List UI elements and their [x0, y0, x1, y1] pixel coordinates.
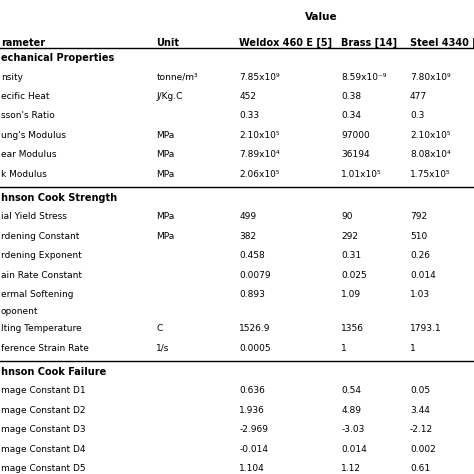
Text: 0.002: 0.002 [410, 445, 436, 454]
Text: Steel 4340 [: Steel 4340 [ [410, 38, 474, 48]
Text: MPa: MPa [156, 212, 175, 221]
Text: 1.104: 1.104 [239, 464, 265, 473]
Text: J/Kg.C: J/Kg.C [156, 92, 183, 101]
Text: 7.80x10⁹: 7.80x10⁹ [410, 73, 451, 82]
Text: 1356: 1356 [341, 324, 365, 333]
Text: Value: Value [305, 12, 337, 22]
Text: 292: 292 [341, 232, 358, 241]
Text: -2.12: -2.12 [410, 425, 433, 434]
Text: mage Constant D1: mage Constant D1 [1, 386, 86, 395]
Text: MPa: MPa [156, 170, 175, 179]
Text: sson's Ratio: sson's Ratio [1, 111, 55, 120]
Text: ear Modulus: ear Modulus [1, 150, 56, 159]
Text: 97000: 97000 [341, 131, 370, 140]
Text: Brass [14]: Brass [14] [341, 38, 397, 48]
Text: C: C [156, 324, 163, 333]
Text: 0.014: 0.014 [341, 445, 367, 454]
Text: mage Constant D3: mage Constant D3 [1, 425, 86, 434]
Text: 0.0005: 0.0005 [239, 344, 271, 353]
Text: 2.10x10⁵: 2.10x10⁵ [239, 131, 280, 140]
Text: 0.458: 0.458 [239, 251, 265, 260]
Text: 36194: 36194 [341, 150, 370, 159]
Text: ung's Modulus: ung's Modulus [1, 131, 66, 140]
Text: rameter: rameter [1, 38, 45, 48]
Text: 3.44: 3.44 [410, 406, 430, 415]
Text: 0.54: 0.54 [341, 386, 361, 395]
Text: nsity: nsity [1, 73, 23, 82]
Text: MPa: MPa [156, 131, 175, 140]
Text: 1.75x10⁵: 1.75x10⁵ [410, 170, 451, 179]
Text: 1.03: 1.03 [410, 290, 430, 299]
Text: 1.12: 1.12 [341, 464, 361, 473]
Text: 7.85x10⁹: 7.85x10⁹ [239, 73, 280, 82]
Text: -3.03: -3.03 [341, 425, 365, 434]
Text: 0.014: 0.014 [410, 271, 436, 280]
Text: 0.636: 0.636 [239, 386, 265, 395]
Text: ermal Softening: ermal Softening [1, 290, 73, 299]
Text: lting Temperature: lting Temperature [1, 324, 82, 333]
Text: 1: 1 [341, 344, 347, 353]
Text: -0.014: -0.014 [239, 445, 268, 454]
Text: 499: 499 [239, 212, 256, 221]
Text: 7.89x10⁴: 7.89x10⁴ [239, 150, 280, 159]
Text: 90: 90 [341, 212, 353, 221]
Text: 1.01x10⁵: 1.01x10⁵ [341, 170, 382, 179]
Text: 0.05: 0.05 [410, 386, 430, 395]
Text: MPa: MPa [156, 150, 175, 159]
Text: 1.09: 1.09 [341, 290, 361, 299]
Text: ial Yield Stress: ial Yield Stress [1, 212, 67, 221]
Text: mage Constant D2: mage Constant D2 [1, 406, 85, 415]
Text: 8.08x10⁴: 8.08x10⁴ [410, 150, 451, 159]
Text: 1.936: 1.936 [239, 406, 265, 415]
Text: 0.34: 0.34 [341, 111, 361, 120]
Text: -2.969: -2.969 [239, 425, 268, 434]
Text: 477: 477 [410, 92, 427, 101]
Text: 0.33: 0.33 [239, 111, 259, 120]
Text: 0.3: 0.3 [410, 111, 424, 120]
Text: 4.89: 4.89 [341, 406, 361, 415]
Text: mage Constant D5: mage Constant D5 [1, 464, 86, 473]
Text: 0.31: 0.31 [341, 251, 361, 260]
Text: 0.38: 0.38 [341, 92, 361, 101]
Text: oponent: oponent [1, 307, 38, 316]
Text: 0.025: 0.025 [341, 271, 367, 280]
Text: 1793.1: 1793.1 [410, 324, 442, 333]
Text: 452: 452 [239, 92, 256, 101]
Text: 0.893: 0.893 [239, 290, 265, 299]
Text: rdening Exponent: rdening Exponent [1, 251, 82, 260]
Text: ecific Heat: ecific Heat [1, 92, 49, 101]
Text: 8.59x10⁻⁹: 8.59x10⁻⁹ [341, 73, 387, 82]
Text: 510: 510 [410, 232, 427, 241]
Text: 382: 382 [239, 232, 256, 241]
Text: 0.61: 0.61 [410, 464, 430, 473]
Text: k Modulus: k Modulus [1, 170, 47, 179]
Text: 2.06x10⁵: 2.06x10⁵ [239, 170, 280, 179]
Text: 1/s: 1/s [156, 344, 170, 353]
Text: rdening Constant: rdening Constant [1, 232, 79, 241]
Text: ain Rate Constant: ain Rate Constant [1, 271, 82, 280]
Text: Unit: Unit [156, 38, 180, 48]
Text: Weldox 460 E [5]: Weldox 460 E [5] [239, 38, 332, 48]
Text: mage Constant D4: mage Constant D4 [1, 445, 85, 454]
Text: 792: 792 [410, 212, 427, 221]
Text: 0.26: 0.26 [410, 251, 430, 260]
Text: hnson Cook Failure: hnson Cook Failure [1, 367, 106, 377]
Text: echanical Properties: echanical Properties [1, 53, 114, 63]
Text: MPa: MPa [156, 232, 175, 241]
Text: 0.0079: 0.0079 [239, 271, 271, 280]
Text: 1526.9: 1526.9 [239, 324, 271, 333]
Text: hnson Cook Strength: hnson Cook Strength [1, 193, 117, 203]
Text: 2.10x10⁵: 2.10x10⁵ [410, 131, 450, 140]
Text: ference Strain Rate: ference Strain Rate [1, 344, 89, 353]
Text: tonne/m³: tonne/m³ [156, 73, 198, 82]
Text: 1: 1 [410, 344, 416, 353]
